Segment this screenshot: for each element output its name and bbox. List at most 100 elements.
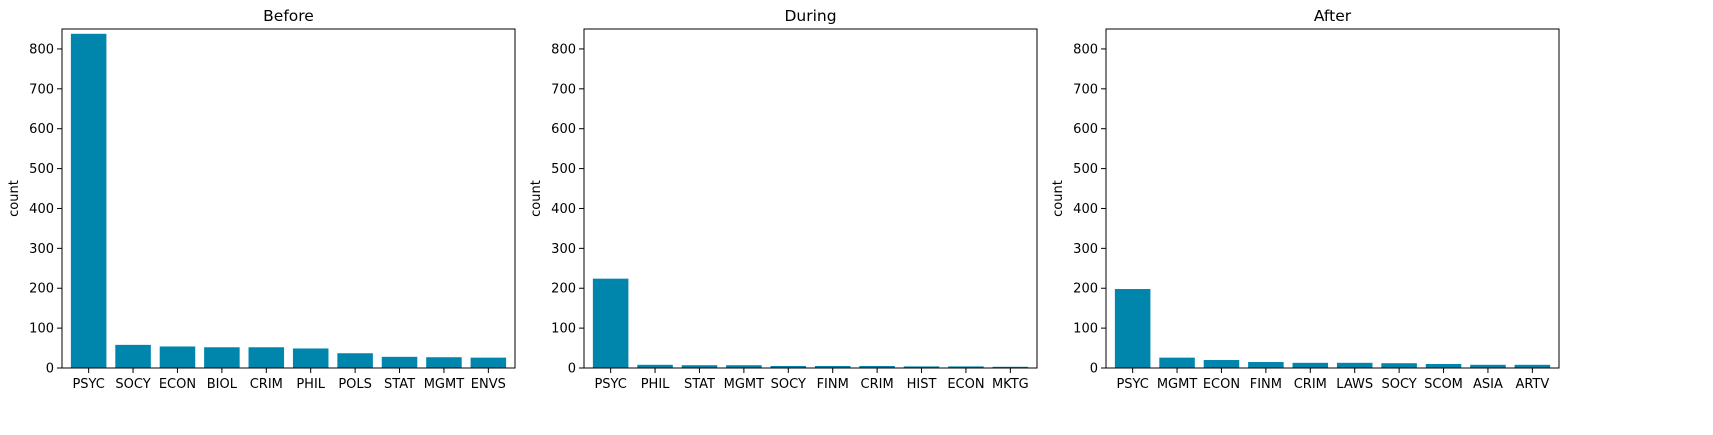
x-tick-label: CRIM (861, 377, 894, 392)
bar-mgmt (426, 357, 462, 368)
x-tick-label: MGMT (424, 377, 465, 392)
y-tick-label: 100 (551, 322, 576, 337)
x-tick-label: STAT (684, 377, 715, 392)
x-tick-label: MKTG (992, 377, 1029, 392)
bar-mgmt (1159, 357, 1195, 368)
x-tick-label: FINM (817, 377, 849, 392)
bar-econ (159, 346, 196, 368)
x-tick-label: SOCY (115, 377, 150, 392)
bar-crim (859, 366, 895, 368)
x-tick-label: ARTV (1515, 377, 1549, 392)
bar-phil (637, 364, 673, 368)
x-tick-label: STAT (384, 377, 415, 392)
y-tick-label: 0 (568, 362, 576, 377)
x-tick-label: CRIM (1294, 377, 1327, 392)
y-tick-label: 0 (1090, 362, 1098, 377)
x-tick-label: ECON (947, 377, 984, 392)
bar-stat (381, 356, 418, 368)
bar-biol (204, 347, 240, 368)
bar-crim (248, 347, 285, 368)
bar-asia (1470, 364, 1506, 368)
bar-finm (814, 366, 851, 368)
y-axis-label: count (7, 180, 22, 217)
x-tick-label: SCOM (1424, 377, 1463, 392)
x-tick-label: ENVS (471, 377, 506, 392)
y-tick-label: 100 (29, 322, 54, 337)
chart-title: Before (263, 7, 314, 25)
y-tick-label: 800 (551, 42, 576, 57)
y-tick-label: 800 (1073, 42, 1098, 57)
x-tick-label: ASIA (1473, 377, 1503, 392)
bar-psyc (1114, 289, 1151, 368)
y-tick-label: 700 (551, 82, 576, 97)
y-tick-label: 700 (1073, 82, 1098, 97)
bar-psyc (70, 33, 107, 368)
bar-socy (1381, 363, 1417, 368)
bar-econ (1203, 360, 1240, 368)
y-tick-label: 700 (29, 82, 54, 97)
bar-mgmt (726, 365, 762, 368)
subplot-before: Before count 0 100 200 300 400 500 600 700 800 PS… (7, 7, 516, 392)
y-tick-label: 600 (551, 122, 576, 137)
y-tick-label: 300 (1073, 242, 1098, 257)
subplot-after: After count 0 100 200 300 400 500 600 700 800 PSY… (1051, 7, 1560, 392)
y-tick-label: 600 (1073, 122, 1098, 137)
axes-frame (583, 28, 1038, 369)
y-tick-label: 200 (29, 282, 54, 297)
x-tick-label: PSYC (72, 377, 104, 392)
y-tick-label: 500 (1073, 162, 1098, 177)
bar-psyc (592, 278, 629, 368)
x-tick-label: ECON (159, 377, 196, 392)
y-tick-label: 500 (29, 162, 54, 177)
y-tick-label: 0 (46, 362, 54, 377)
bar-pols (337, 353, 373, 368)
bar-econ (948, 366, 984, 368)
y-tick-label: 200 (1073, 282, 1098, 297)
x-tick-label: PSYC (594, 377, 626, 392)
bar-socy (115, 344, 151, 368)
bar-hist (903, 366, 940, 368)
chart-title: After (1314, 7, 1352, 25)
bar-socy (770, 366, 807, 368)
axes-frame (61, 28, 516, 369)
bar-phil (292, 348, 329, 368)
y-tick-label: 300 (29, 242, 54, 257)
x-tick-label: FINM (1250, 377, 1282, 392)
x-tick-label: SOCY (1381, 377, 1416, 392)
x-tick-label: PHIL (296, 377, 325, 392)
bar-scom (1425, 364, 1462, 368)
x-tick-label: MGMT (724, 377, 765, 392)
x-tick-label: PHIL (641, 377, 670, 392)
y-axis-label: count (1051, 180, 1066, 217)
y-tick-label: 400 (1073, 202, 1098, 217)
y-tick-label: 300 (551, 242, 576, 257)
bar-artv (1514, 364, 1551, 368)
x-tick-label: CRIM (250, 377, 283, 392)
bar-envs (470, 357, 507, 368)
x-tick-label: POLS (338, 377, 372, 392)
x-tick-label: PSYC (1116, 377, 1148, 392)
x-tick-label: MGMT (1157, 377, 1198, 392)
y-tick-label: 500 (551, 162, 576, 177)
x-tick-label: ECON (1203, 377, 1240, 392)
bar-laws (1336, 362, 1373, 368)
bar-mktg (992, 366, 1029, 368)
y-axis-label: count (529, 180, 544, 217)
axes-frame (1105, 28, 1560, 369)
y-tick-label: 600 (29, 122, 54, 137)
bar-stat (681, 365, 718, 368)
x-tick-label: HIST (907, 377, 937, 392)
y-tick-label: 400 (29, 202, 54, 217)
y-tick-label: 200 (551, 282, 576, 297)
y-tick-label: 400 (551, 202, 576, 217)
y-tick-label: 800 (29, 42, 54, 57)
bar-finm (1248, 362, 1284, 368)
x-tick-label: BIOL (207, 377, 238, 392)
x-tick-label: LAWS (1336, 377, 1373, 392)
bar-crim (1292, 362, 1329, 368)
x-tick-label: SOCY (771, 377, 806, 392)
chart-title: During (784, 7, 836, 25)
subplot-during: During count 0 100 200 300 400 500 600 700 800 PS… (529, 7, 1038, 392)
y-tick-label: 100 (1073, 322, 1098, 337)
